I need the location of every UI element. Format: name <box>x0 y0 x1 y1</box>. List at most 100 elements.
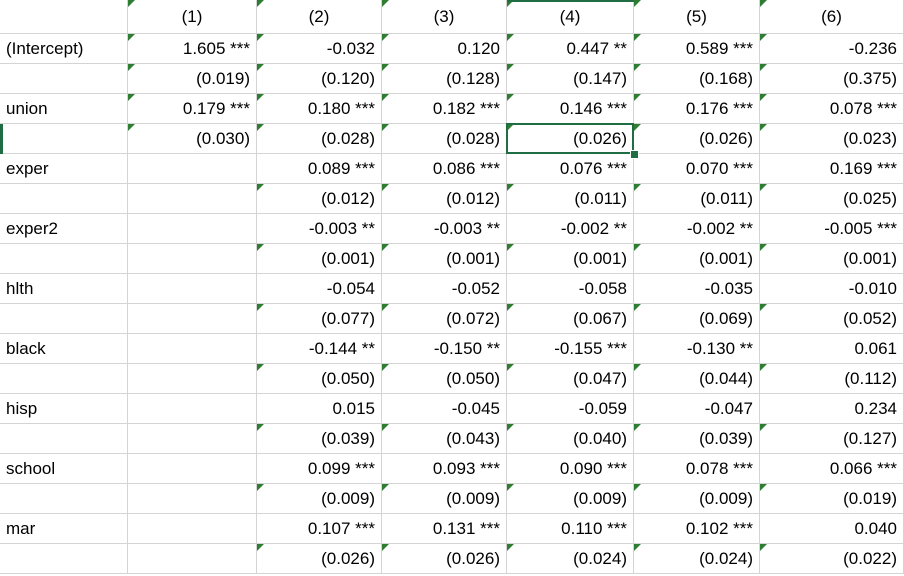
coefficient-cell[interactable]: -0.144 ** <box>257 334 382 364</box>
error-indicator-icon[interactable] <box>382 424 389 431</box>
standard-error-cell[interactable] <box>128 484 257 514</box>
error-indicator-icon[interactable] <box>760 484 767 491</box>
standard-error-cell[interactable]: (0.039) <box>634 424 760 454</box>
coefficient-cell[interactable]: 0.120 <box>382 34 507 64</box>
coefficient-cell[interactable]: -0.059 <box>507 394 634 424</box>
error-indicator-icon[interactable] <box>257 424 264 431</box>
error-indicator-icon[interactable] <box>382 484 389 491</box>
standard-error-cell[interactable]: (0.028) <box>257 124 382 154</box>
error-indicator-icon[interactable] <box>128 124 135 131</box>
error-indicator-icon[interactable] <box>760 544 767 551</box>
error-indicator-icon[interactable] <box>760 184 767 191</box>
coefficient-cell[interactable]: 0.176 *** <box>634 94 760 124</box>
error-indicator-icon[interactable] <box>507 64 514 71</box>
error-indicator-icon[interactable] <box>507 484 514 491</box>
row-label-empty[interactable] <box>0 544 128 574</box>
coefficient-cell[interactable]: -0.047 <box>634 394 760 424</box>
error-indicator-icon[interactable] <box>760 94 767 101</box>
coefficient-cell[interactable]: 0.182 *** <box>382 94 507 124</box>
coefficient-cell[interactable] <box>128 154 257 184</box>
standard-error-cell[interactable]: (0.067) <box>507 304 634 334</box>
standard-error-cell[interactable]: (0.047) <box>507 364 634 394</box>
coefficient-cell[interactable]: -0.003 ** <box>257 214 382 244</box>
error-indicator-icon[interactable] <box>382 94 389 101</box>
standard-error-cell[interactable]: (0.128) <box>382 64 507 94</box>
standard-error-cell[interactable]: (0.024) <box>507 544 634 574</box>
error-indicator-icon[interactable] <box>507 94 514 101</box>
standard-error-cell[interactable]: (0.023) <box>760 124 904 154</box>
column-header-3[interactable]: (3) <box>382 0 507 34</box>
standard-error-cell[interactable] <box>128 304 257 334</box>
error-indicator-icon[interactable] <box>634 424 641 431</box>
error-indicator-icon[interactable] <box>257 484 264 491</box>
error-indicator-icon[interactable] <box>507 424 514 431</box>
standard-error-cell[interactable]: (0.043) <box>382 424 507 454</box>
standard-error-cell[interactable]: (0.044) <box>634 364 760 394</box>
row-label-hlth[interactable]: hlth <box>0 274 128 304</box>
row-label-hisp[interactable]: hisp <box>0 394 128 424</box>
error-indicator-icon[interactable] <box>760 0 767 7</box>
coefficient-cell[interactable]: 0.066 *** <box>760 454 904 484</box>
error-indicator-icon[interactable] <box>257 184 264 191</box>
column-header-2[interactable]: (2) <box>257 0 382 34</box>
standard-error-cell[interactable]: (0.050) <box>382 364 507 394</box>
row-label-union[interactable]: union <box>0 94 128 124</box>
standard-error-cell[interactable]: (0.039) <box>257 424 382 454</box>
standard-error-cell[interactable]: (0.009) <box>257 484 382 514</box>
row-label-empty[interactable] <box>0 184 128 214</box>
standard-error-cell[interactable]: (0.001) <box>634 244 760 274</box>
coefficient-cell[interactable]: -0.236 <box>760 34 904 64</box>
coefficient-cell[interactable]: 0.090 *** <box>507 454 634 484</box>
row-label-intercept[interactable]: (Intercept) <box>0 34 128 64</box>
standard-error-cell[interactable]: (0.025) <box>760 184 904 214</box>
row-label-school[interactable]: school <box>0 454 128 484</box>
standard-error-cell[interactable]: (0.147) <box>507 64 634 94</box>
error-indicator-icon[interactable] <box>128 94 135 101</box>
standard-error-cell[interactable]: (0.077) <box>257 304 382 334</box>
coefficient-cell[interactable]: -0.010 <box>760 274 904 304</box>
error-indicator-icon[interactable] <box>257 94 264 101</box>
column-header-6[interactable]: (6) <box>760 0 904 34</box>
error-indicator-icon[interactable] <box>382 184 389 191</box>
error-indicator-icon[interactable] <box>507 544 514 551</box>
row-label-empty[interactable] <box>0 124 128 154</box>
standard-error-cell[interactable] <box>128 424 257 454</box>
coefficient-cell[interactable]: -0.032 <box>257 34 382 64</box>
standard-error-cell[interactable]: (0.050) <box>257 364 382 394</box>
standard-error-cell[interactable]: (0.001) <box>257 244 382 274</box>
coefficient-cell[interactable]: -0.002 ** <box>634 214 760 244</box>
row-label-exper2[interactable]: exper2 <box>0 214 128 244</box>
standard-error-cell[interactable]: (0.001) <box>760 244 904 274</box>
standard-error-cell[interactable]: (0.011) <box>634 184 760 214</box>
standard-error-cell[interactable]: (0.026) <box>257 544 382 574</box>
standard-error-cell[interactable]: (0.030) <box>128 124 257 154</box>
column-header-4[interactable]: (4) <box>507 0 634 34</box>
standard-error-cell[interactable]: (0.127) <box>760 424 904 454</box>
standard-error-cell[interactable]: (0.026) <box>634 124 760 154</box>
coefficient-cell[interactable]: 0.093 *** <box>382 454 507 484</box>
error-indicator-icon[interactable] <box>634 244 641 251</box>
coefficient-cell[interactable]: 0.131 *** <box>382 514 507 544</box>
error-indicator-icon[interactable] <box>128 0 135 7</box>
coefficient-cell[interactable]: 0.179 *** <box>128 94 257 124</box>
standard-error-cell[interactable]: (0.028) <box>382 124 507 154</box>
standard-error-cell[interactable] <box>128 244 257 274</box>
error-indicator-icon[interactable] <box>760 64 767 71</box>
error-indicator-icon[interactable] <box>257 364 264 371</box>
error-indicator-icon[interactable] <box>634 64 641 71</box>
coefficient-cell[interactable]: 0.169 *** <box>760 154 904 184</box>
coefficient-cell[interactable]: 0.099 *** <box>257 454 382 484</box>
error-indicator-icon[interactable] <box>382 0 389 7</box>
coefficient-cell[interactable]: -0.002 ** <box>507 214 634 244</box>
error-indicator-icon[interactable] <box>257 544 264 551</box>
row-label-exper[interactable]: exper <box>0 154 128 184</box>
error-indicator-icon[interactable] <box>507 184 514 191</box>
coefficient-cell[interactable]: 0.089 *** <box>257 154 382 184</box>
standard-error-cell[interactable]: (0.009) <box>507 484 634 514</box>
column-header-5[interactable]: (5) <box>634 0 760 34</box>
standard-error-cell[interactable]: (0.012) <box>257 184 382 214</box>
coefficient-cell[interactable]: 0.180 *** <box>257 94 382 124</box>
standard-error-cell[interactable]: (0.375) <box>760 64 904 94</box>
standard-error-cell[interactable]: (0.009) <box>382 484 507 514</box>
coefficient-cell[interactable]: 0.078 *** <box>634 454 760 484</box>
